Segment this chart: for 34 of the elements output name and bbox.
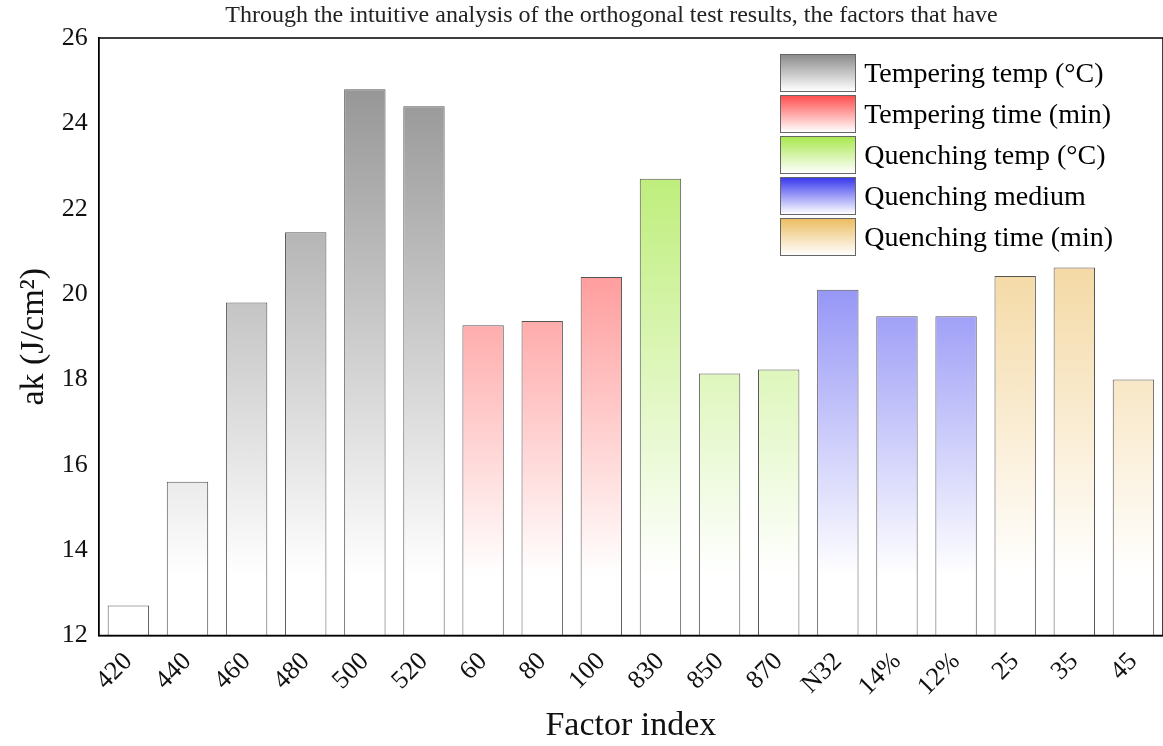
x-axis-title: Factor index [545, 704, 717, 742]
y-tick-label: 14 [61, 533, 88, 563]
y-tick-label: 18 [61, 363, 88, 393]
y-tick-label: 12 [61, 619, 88, 649]
y-tick-label: 22 [61, 192, 88, 222]
x-tick-label: N32 [794, 646, 847, 699]
x-tick-label: 80 [512, 646, 552, 685]
legend-label: Quenching time (min) [864, 220, 1113, 254]
x-tick-label: 35 [1044, 646, 1084, 685]
legend-label: Tempering time (min) [864, 97, 1112, 131]
y-axis-title: ak (J/cm²) [13, 267, 52, 406]
x-tick-label: 480 [266, 646, 315, 695]
x-tick-label: 870 [739, 646, 788, 695]
legend-label: Quenching medium [864, 179, 1086, 213]
y-tick-label: 26 [61, 21, 88, 51]
x-tick-label: 440 [148, 646, 197, 695]
x-tick-label: 520 [384, 646, 434, 695]
x-tick-label: 850 [680, 646, 729, 695]
legend-label: Quenching temp (°C) [864, 138, 1106, 172]
x-tick-label: 60 [453, 646, 493, 685]
x-tick-label: 830 [621, 646, 670, 695]
x-tick-label: 25 [985, 646, 1025, 685]
y-tick-label: 16 [61, 448, 88, 478]
legend-label: Tempering temp (°C) [864, 56, 1104, 90]
x-tick-label: 12% [910, 646, 966, 701]
text: Through the intuitive analysis of the orthogonal test results, the factors that have [225, 1, 998, 28]
y-tick-label: 20 [61, 277, 88, 307]
x-tick-label: 45 [1103, 646, 1143, 685]
y-tick-label: 24 [61, 107, 88, 137]
x-tick-label: 420 [89, 646, 138, 695]
x-tick-label: 14% [851, 646, 907, 701]
x-tick-label: 500 [325, 646, 374, 695]
x-tick-label: 460 [207, 646, 256, 695]
x-tick-label: 100 [562, 646, 611, 695]
